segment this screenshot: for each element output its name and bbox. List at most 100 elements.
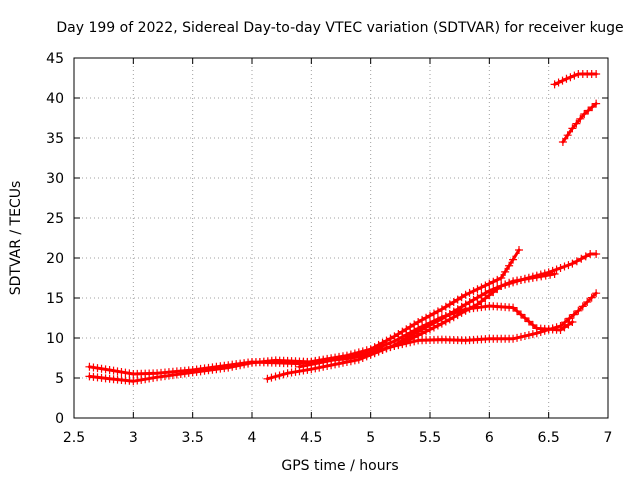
data-point	[554, 78, 563, 87]
data-point	[449, 309, 458, 318]
data-point	[550, 80, 559, 89]
data-point	[520, 332, 529, 340]
x-tick-label: 2.5	[63, 430, 85, 446]
data-point	[85, 362, 94, 371]
data-point	[501, 267, 510, 276]
data-point	[568, 259, 577, 268]
data-point	[433, 315, 442, 324]
data-point	[402, 339, 411, 348]
data-point	[374, 343, 383, 352]
y-tick-label: 20	[46, 251, 64, 267]
data-point	[505, 278, 514, 287]
data-point	[149, 373, 158, 382]
data-point	[319, 358, 328, 366]
data-point	[295, 362, 304, 371]
x-tick-label: 3	[129, 430, 138, 446]
data-point	[489, 277, 498, 286]
data-point	[509, 255, 518, 264]
data-point	[129, 377, 138, 386]
data-point	[588, 103, 597, 112]
data-point	[101, 365, 110, 374]
data-point	[125, 369, 134, 378]
x-tick-label: 4	[248, 430, 257, 446]
data-point	[550, 270, 559, 278]
data-point	[574, 306, 583, 315]
data-point	[342, 353, 351, 362]
x-tick-label: 4.5	[300, 430, 322, 446]
data-point	[465, 288, 474, 297]
data-point	[240, 360, 249, 369]
data-point	[501, 280, 510, 289]
plot-area	[85, 70, 601, 386]
data-point	[584, 106, 593, 115]
data-point	[335, 354, 344, 363]
data-point	[429, 316, 438, 325]
data-point	[568, 318, 577, 326]
data-point	[592, 250, 601, 258]
data-point	[570, 71, 579, 80]
data-point	[489, 285, 498, 294]
data-point	[497, 282, 506, 290]
data-point	[228, 362, 237, 371]
data-point	[516, 310, 525, 319]
x-tick-label: 5.5	[419, 430, 441, 446]
y-axis: 0 5 10 15 20 25 30 35 40 45	[46, 51, 608, 427]
data-point	[568, 124, 577, 133]
data-point	[578, 302, 587, 311]
data-point	[410, 337, 419, 346]
data-point	[323, 357, 332, 366]
data-point	[581, 252, 590, 261]
x-axis: 2.5 3 3.5 4 4.5 5 5.5 6 6.5 7	[63, 58, 612, 446]
data-point	[516, 275, 525, 284]
data-point	[457, 306, 466, 315]
x-tick-label: 6	[485, 430, 494, 446]
data-point	[505, 261, 514, 270]
chart-title: Day 199 of 2022, Sidereal Day-to-day VTE…	[56, 20, 623, 36]
y-tick-label: 35	[46, 131, 64, 147]
data-point	[307, 360, 316, 369]
y-tick-label: 45	[46, 51, 64, 67]
data-point	[572, 119, 581, 128]
data-point	[378, 342, 387, 350]
y-tick-label: 15	[46, 291, 64, 307]
data-point	[109, 366, 118, 375]
data-point	[497, 274, 506, 282]
data-point	[493, 275, 502, 284]
data-point	[315, 358, 324, 367]
data-point	[509, 334, 518, 343]
data-point	[528, 330, 537, 339]
data-point	[558, 76, 567, 85]
data-point	[232, 362, 241, 370]
data-point	[524, 274, 533, 283]
data-point	[592, 289, 601, 298]
data-point	[485, 286, 494, 295]
y-tick-label: 5	[55, 371, 64, 387]
axes-frame	[73, 57, 609, 419]
data-point	[461, 290, 470, 299]
data-point	[141, 375, 150, 384]
data-point	[370, 345, 379, 354]
y-tick-label: 0	[55, 411, 64, 427]
data-point	[350, 351, 359, 360]
data-point	[520, 314, 529, 322]
data-point	[287, 368, 296, 377]
data-point	[481, 281, 490, 290]
data-point	[513, 276, 522, 285]
x-tick-label: 5	[366, 430, 375, 446]
data-point	[386, 338, 395, 347]
data-point	[541, 271, 550, 280]
data-point	[418, 322, 427, 331]
y-tick-label: 40	[46, 91, 64, 107]
data-point	[133, 376, 142, 385]
data-point	[327, 356, 336, 365]
data-point	[564, 261, 573, 270]
data-point	[453, 307, 462, 316]
data-point	[224, 363, 233, 372]
data-point	[137, 375, 146, 384]
data-point	[275, 371, 284, 380]
data-point	[244, 359, 253, 368]
data-point	[414, 324, 423, 333]
data-point	[577, 254, 586, 263]
data-point	[437, 313, 446, 322]
